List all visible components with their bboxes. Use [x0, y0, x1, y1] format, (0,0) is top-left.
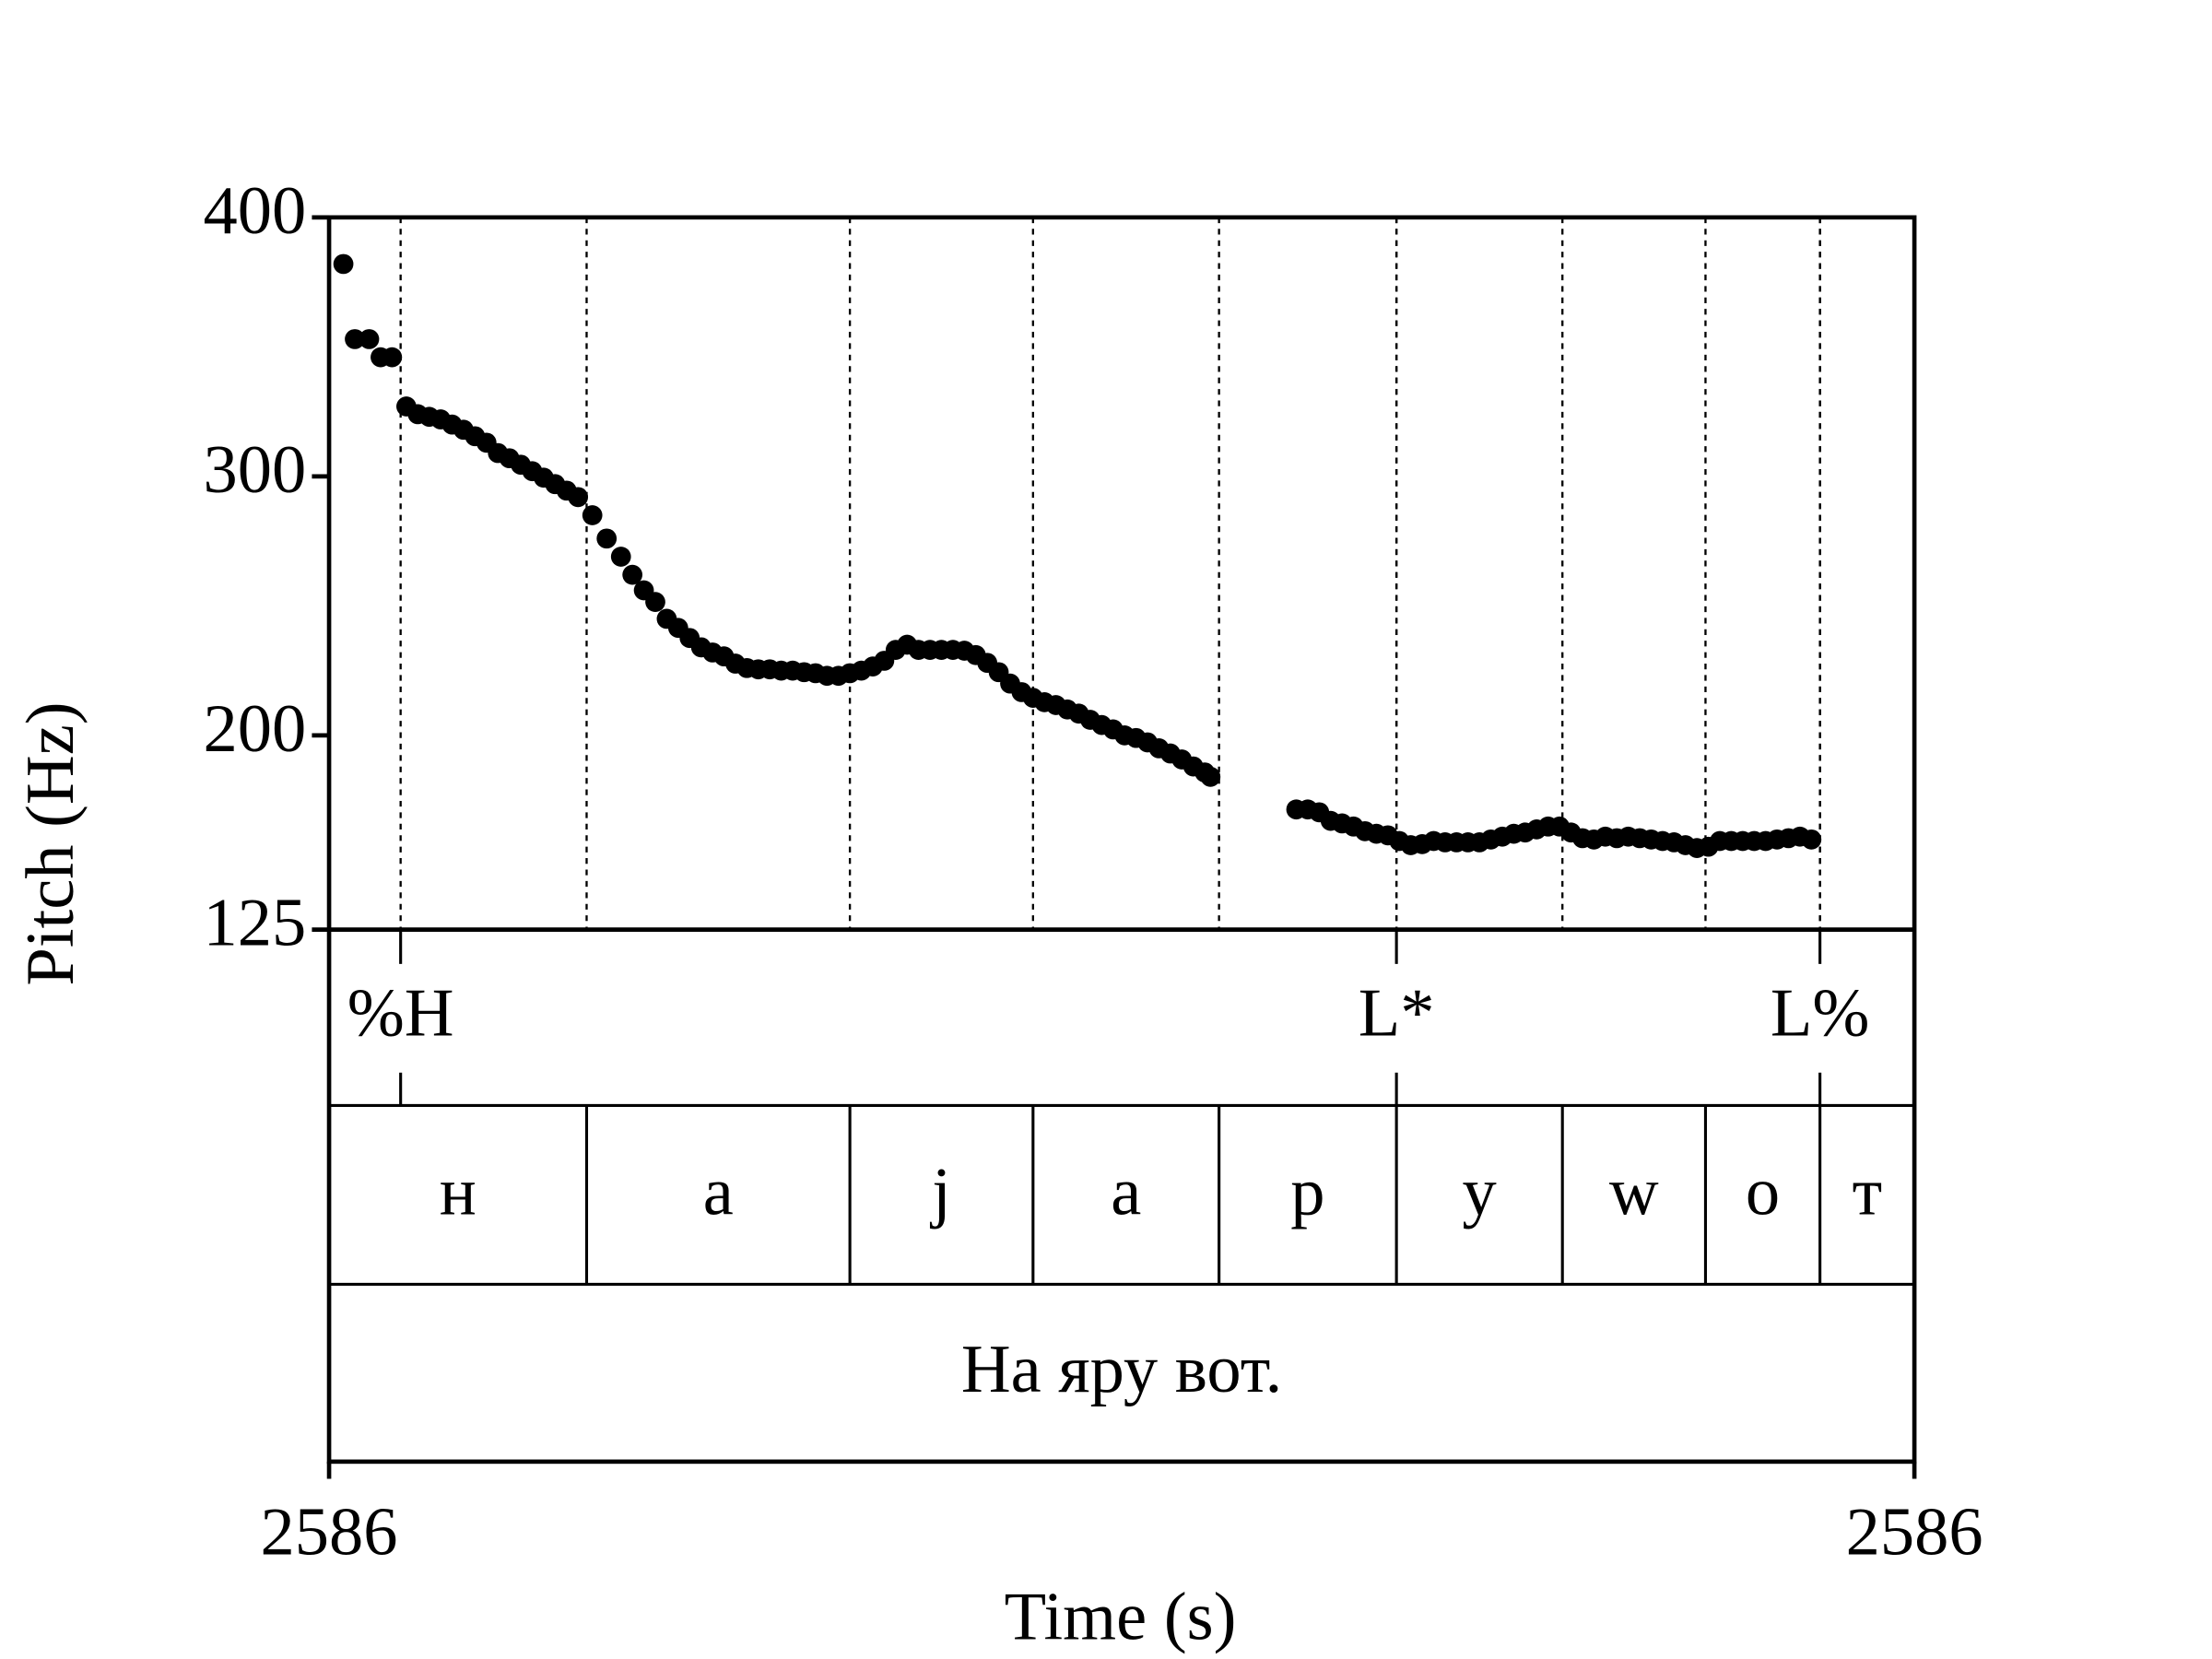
pitch-point [333, 253, 354, 275]
y-tick-label: 400 [203, 173, 306, 249]
y-tick-label: 125 [203, 886, 306, 961]
y-tick-label: 200 [203, 691, 306, 767]
pitch-point [568, 487, 589, 508]
pitch-point [582, 505, 603, 525]
pitch-point [345, 329, 365, 349]
tone-label: L* [1359, 975, 1435, 1051]
x-tick-label: 2586 [261, 1495, 398, 1571]
tone-label: %H [347, 975, 454, 1051]
pitch-point [382, 347, 403, 368]
word-label: На яру вот. [961, 1332, 1282, 1407]
segment-label: а [703, 1154, 734, 1230]
segment-label: а [1111, 1154, 1141, 1230]
segment-label: н [440, 1154, 477, 1230]
pitch-point [1801, 829, 1822, 850]
pitch-point [359, 329, 380, 349]
pitch-point [610, 547, 631, 567]
segment-label: о [1746, 1154, 1780, 1230]
segment-label: w [1609, 1154, 1659, 1230]
segment-label: j [929, 1154, 951, 1230]
y-tick-label: 300 [203, 432, 306, 508]
pitch-point [596, 528, 618, 549]
segment-label: р [1290, 1154, 1324, 1230]
frame [326, 215, 1917, 1465]
pitch-point [645, 592, 665, 613]
tone-label: L% [1771, 975, 1870, 1051]
outer-box [326, 215, 1917, 1465]
x-tick-label: 2586 [1846, 1495, 1983, 1571]
y-axis-label: Pitch (Hz) [13, 701, 88, 985]
pitch-point [622, 564, 643, 585]
segment-label: т [1853, 1154, 1883, 1230]
segment-label: у [1463, 1154, 1497, 1230]
x-axis-label: Time (s) [1005, 1579, 1237, 1654]
pitch-point [1200, 766, 1221, 787]
